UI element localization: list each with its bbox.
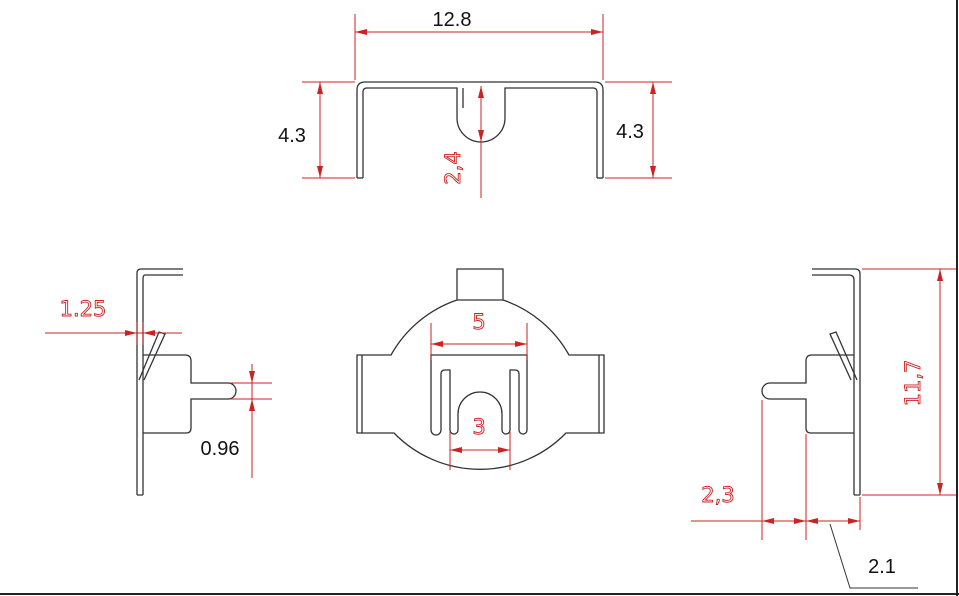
dim-tab-offset [45,322,182,345]
dim-top-right-height [605,81,672,179]
dim-top-width [354,14,604,80]
left-view-finger [143,354,237,434]
dim-outer-slot-width [430,323,528,360]
label-finger-width: 0.96 [201,438,240,460]
label-top-width: 12.8 [433,9,472,31]
right-view-spring-tab [829,331,858,381]
label-top-right-height: 4.3 [616,121,644,143]
label-finger-length: 2,3 [701,483,734,507]
left-view-outline [136,268,183,496]
top-view: 12.8 4.3 4.3 2,4 [278,9,672,198]
label-top-left-height: 4.3 [278,125,306,147]
dim-finger-length [691,400,860,540]
center-plan-view: 5 3 [356,268,605,470]
dim-top-left-height [302,81,355,179]
dim-body-offset [806,497,918,589]
dim-total-height [862,268,958,496]
dim-finger-width [230,364,272,478]
label-slot-depth: 2,4 [441,151,465,184]
left-side-view: 1.25 0.96 [45,268,272,496]
label-body-offset: 2.1 [868,556,896,578]
plan-slot-outline [430,354,528,436]
plan-outer-outline [356,268,605,470]
right-side-view: 11,7 2,3 2.1 [691,268,958,589]
dim-inner-slot-width [449,432,511,470]
dim-slot-depth [478,86,484,198]
label-inner-slot-width: 3 [472,415,485,439]
right-view-outline [812,268,861,496]
label-total-height: 11,7 [901,360,925,407]
label-outer-slot-width: 5 [472,310,485,334]
label-tab-offset: 1.25 [60,297,107,321]
right-view-finger [761,354,854,434]
